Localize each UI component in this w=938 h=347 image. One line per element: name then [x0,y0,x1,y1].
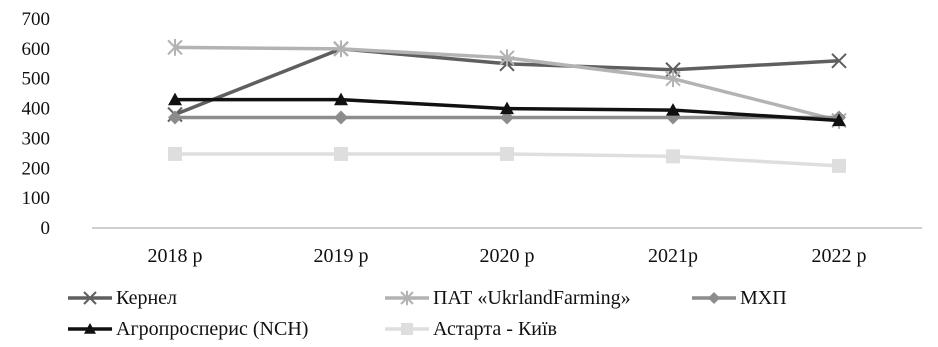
legend-marker [400,290,414,306]
data-point [665,70,681,88]
y-tick-label: 0 [41,218,51,239]
legend-item: ПАТ «UkrlandFarming» [385,287,631,309]
data-point [167,38,183,56]
x-tick-label: 2018 р [148,245,203,267]
y-tick-label: 400 [22,99,51,120]
data-point [168,146,182,161]
x-axis-tick-labels: 2018 р 2019 р 2020 р 2021р 2022 р [148,245,867,267]
y-tick-label: 300 [22,128,51,149]
legend-marker [84,323,96,334]
x-tick-label: 2021р [648,245,698,267]
legend-item: Агропросперис (NCH) [68,318,308,340]
legend-label: МХП [740,287,787,309]
x-tick-label: 2020 р [480,245,535,267]
x-tick-label: 2019 р [314,245,369,267]
legend-item: Кернел [68,287,177,309]
y-tick-label: 200 [22,158,51,179]
data-point [500,146,514,161]
data-point [666,103,680,116]
legend-label: Астарта - Київ [433,318,557,340]
y-tick-label: 600 [22,39,51,60]
series-2 [168,110,846,125]
y-axis-tick-labels: 0 100 200 300 400 500 600 700 [22,9,51,239]
data-point [832,158,846,173]
series-layer [167,38,847,173]
y-tick-label: 700 [22,9,51,30]
legend-label: Кернел [116,287,177,309]
data-point [500,101,514,115]
data-point [666,149,680,164]
data-point [831,53,847,69]
data-point [333,40,349,58]
data-point [832,113,846,127]
legend-marker [83,291,97,305]
data-point [334,92,348,106]
legend: Кернел ПАТ «UkrlandFarming» МХП Агропроспер… [68,287,787,340]
x-tick-label: 2022 р [812,245,867,267]
legend-label: ПАТ «UkrlandFarming» [433,287,631,309]
data-point [168,110,182,125]
data-point [334,110,348,125]
y-tick-label: 100 [22,188,51,209]
series-4 [168,146,846,173]
y-tick-label: 500 [22,69,51,90]
data-point [168,92,182,106]
data-point [499,49,515,67]
data-point [334,146,348,161]
series-3 [168,92,846,127]
legend-marker [708,292,720,304]
legend-marker [401,323,413,335]
legend-item: Астарта - Київ [385,318,557,340]
legend-item: МХП [692,287,787,309]
legend-label: Агропросперис (NCH) [116,318,308,340]
